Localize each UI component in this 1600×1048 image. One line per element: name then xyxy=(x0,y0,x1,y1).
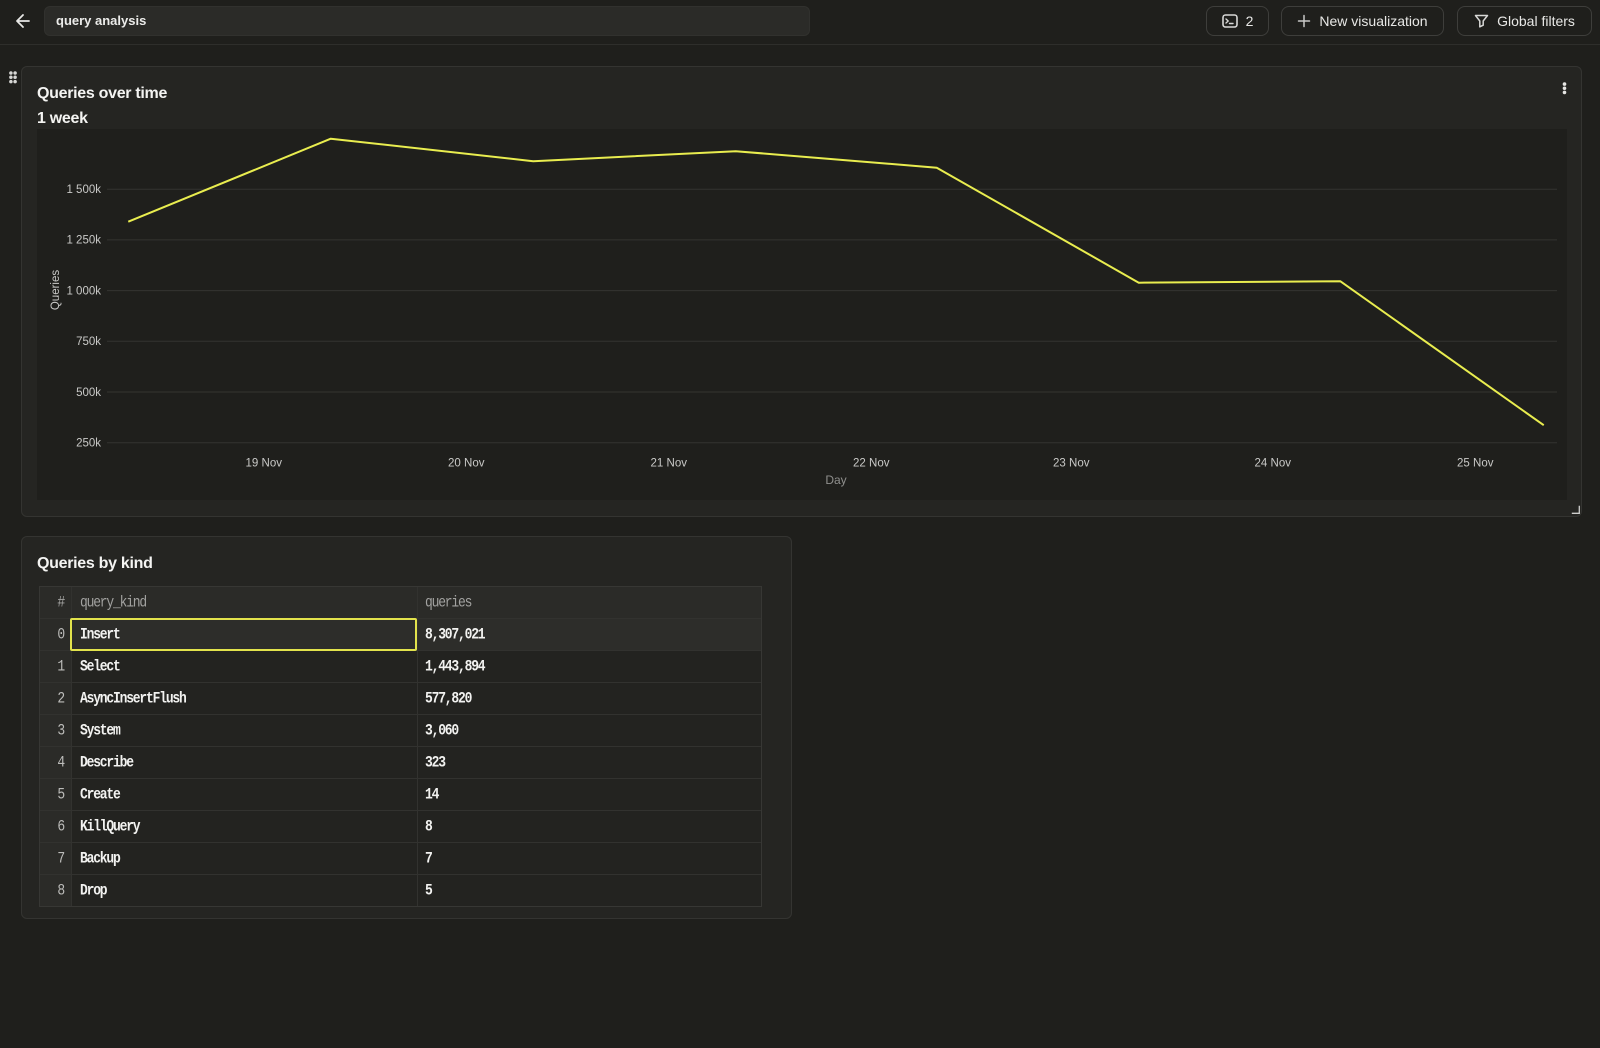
svg-text:24 Nov: 24 Nov xyxy=(1255,458,1292,470)
svg-text:25 Nov: 25 Nov xyxy=(1457,458,1494,470)
svg-text:22 Nov: 22 Nov xyxy=(853,458,890,470)
svg-text:1 500k: 1 500k xyxy=(66,184,101,196)
svg-text:1 000k: 1 000k xyxy=(66,285,101,297)
svg-text:19 Nov: 19 Nov xyxy=(246,458,283,470)
svg-text:Day: Day xyxy=(825,473,846,487)
svg-text:250k: 250k xyxy=(76,438,101,450)
svg-text:Queries: Queries xyxy=(50,270,62,311)
svg-text:23 Nov: 23 Nov xyxy=(1053,458,1090,470)
svg-text:750k: 750k xyxy=(76,336,101,348)
svg-text:20 Nov: 20 Nov xyxy=(448,458,485,470)
svg-text:500k: 500k xyxy=(76,387,101,399)
svg-text:21 Nov: 21 Nov xyxy=(651,458,688,470)
svg-text:1 250k: 1 250k xyxy=(66,235,101,247)
